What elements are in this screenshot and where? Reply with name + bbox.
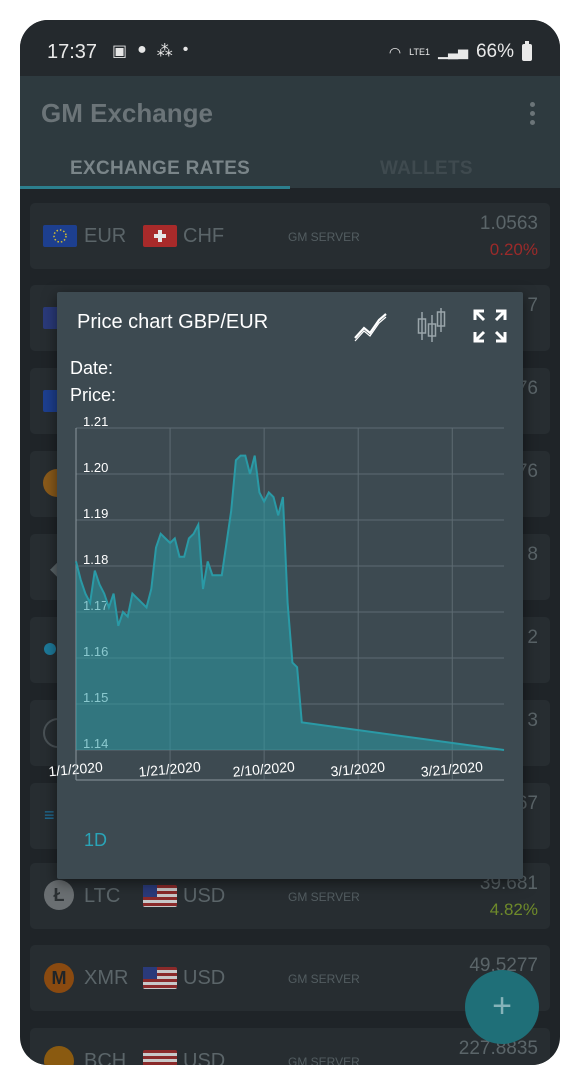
rate-change: 4.82%	[489, 900, 538, 919]
server-label: GM SERVER	[288, 1055, 360, 1065]
series-area	[76, 455, 504, 750]
fullscreen-icon[interactable]	[470, 306, 510, 346]
tab-indicator	[20, 186, 290, 189]
list-item[interactable]: EUR CHF GM SERVER 1.0563 0.20%	[30, 203, 550, 269]
rate-value: 2	[527, 627, 538, 648]
image-notification-icon: ▣	[112, 43, 128, 60]
x-tick-label: 3/1/2020	[330, 759, 386, 780]
eu-flag-icon	[43, 225, 77, 247]
us-flag-icon	[143, 967, 177, 989]
network-label: LTE1	[409, 47, 430, 57]
line-chart-icon[interactable]	[352, 306, 392, 346]
server-label: GM SERVER	[288, 890, 360, 904]
coin-dot-icon	[44, 643, 56, 655]
us-flag-icon	[143, 1050, 177, 1065]
date-label: Date:	[70, 358, 114, 378]
tab-exchange-rates[interactable]: EXCHANGE RATES	[70, 158, 251, 179]
us-flag-icon	[143, 885, 177, 907]
range-1d-button[interactable]: 1D	[84, 830, 108, 850]
more-notifications-icon: •	[182, 41, 189, 58]
y-tick-label: 1.21	[83, 414, 108, 429]
price-chart-dialog: Price chart GBP/EUR Date: Price: 1.14	[48, 292, 523, 879]
bitcoin-cash-icon	[44, 1046, 74, 1065]
quote-currency: USD	[183, 967, 226, 989]
y-tick-label: 1.20	[83, 460, 108, 475]
tab-wallets[interactable]: WALLETS	[380, 158, 473, 179]
bulb-notification-icon: ●	[137, 41, 147, 58]
server-label: GM SERVER	[288, 230, 360, 244]
rate-value: 227.8835	[458, 1038, 538, 1059]
dialog-title: Price chart GBP/EUR	[77, 311, 269, 333]
x-tick-label: 1/21/2020	[138, 758, 202, 779]
y-tick-label: 1.18	[83, 552, 108, 567]
base-currency: BCH	[84, 1050, 127, 1065]
base-currency: EUR	[84, 225, 127, 247]
server-label: GM SERVER	[288, 972, 360, 986]
battery-percent: 66%	[475, 41, 514, 62]
app-title: GM Exchange	[41, 98, 213, 128]
monero-icon: M	[44, 963, 74, 993]
x-tick-label: 3/21/2020	[420, 758, 484, 779]
add-button[interactable]: +	[465, 970, 539, 1044]
y-tick-label: 1.19	[83, 506, 108, 521]
rate-value: 3	[527, 710, 538, 731]
swiss-flag-icon	[143, 225, 177, 247]
rate-value: 1.0563	[479, 213, 538, 234]
quote-currency: CHF	[183, 225, 225, 247]
price-label: Price:	[70, 385, 117, 405]
base-currency: LTC	[84, 885, 121, 907]
base-currency: XMR	[84, 967, 129, 989]
list-item[interactable]: BCH USD GM SERVER 227.8835	[30, 1028, 550, 1065]
list-item[interactable]: M XMR USD GM SERVER 49.5277	[30, 945, 550, 1011]
rate-value: 7	[527, 295, 538, 316]
more-options-icon[interactable]	[530, 102, 536, 125]
notification-icons: ▣ ● ⁂ •	[112, 41, 188, 61]
rate-change: 0.20%	[489, 240, 538, 259]
candlestick-icon[interactable]	[412, 306, 452, 346]
status-right: ◠ LTE1 ▁▃▅ 66%	[388, 40, 532, 63]
x-tick-label: 2/10/2020	[232, 758, 296, 779]
status-bar: 17:37 ▣ ● ⁂ • ◠ LTE1 ▁▃▅ 66%	[20, 20, 560, 76]
quote-currency: USD	[183, 1050, 226, 1065]
status-time: 17:37	[47, 41, 98, 63]
price-chart[interactable]: 1.141.151.161.171.181.191.201.211/1/2020…	[48, 292, 523, 792]
stellar-icon: ≡	[44, 805, 55, 825]
wifi-icon: ◠	[388, 43, 402, 60]
litecoin-icon: Ł	[44, 880, 74, 910]
signal-icon: ▁▃▅	[437, 44, 468, 59]
battery-icon	[522, 40, 532, 61]
series-line	[75, 454, 505, 751]
rate-value: 8	[527, 544, 538, 565]
rate-value: 49.5277	[469, 955, 538, 976]
quote-currency: USD	[183, 885, 226, 907]
app-bar: GM Exchange EXCHANGE RATES WALLETS	[20, 76, 560, 188]
app-notification-icon: ⁂	[156, 43, 173, 60]
